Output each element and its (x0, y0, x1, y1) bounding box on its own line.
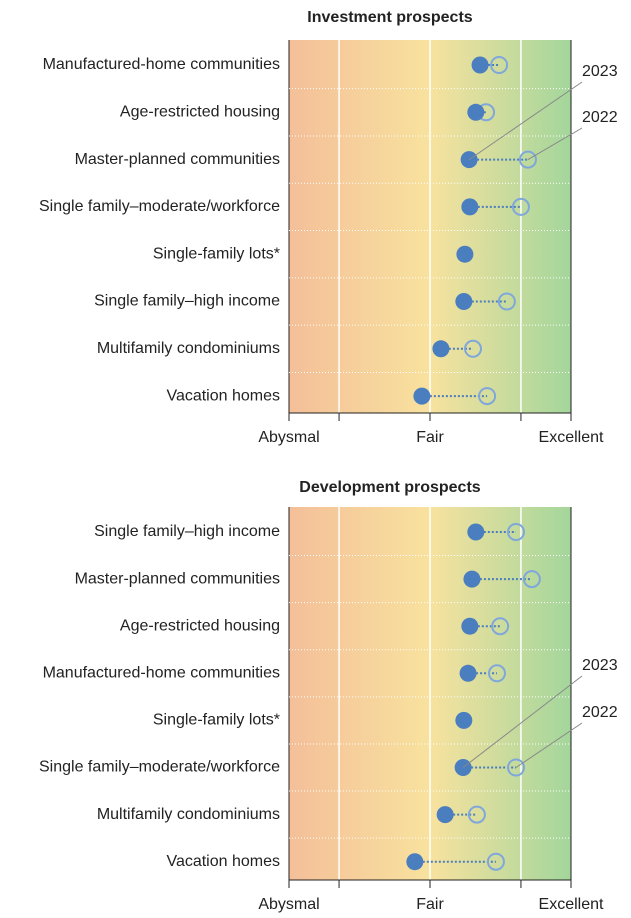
dot-2023 (413, 387, 431, 405)
dot-2022 (464, 339, 483, 358)
dot-2022 (497, 292, 516, 311)
category-label: Single-family lots* (153, 712, 280, 729)
dot-2023 (436, 806, 454, 824)
category-label: Single family–high income (94, 523, 280, 540)
dot-2023 (455, 711, 473, 729)
dot-2022 (507, 758, 526, 777)
category-label: Multifamily condominiums (97, 806, 280, 823)
dot-2022 (518, 150, 537, 169)
dot-2023 (456, 245, 474, 263)
dot-2023 (406, 853, 424, 871)
legend-label: 2023 (582, 63, 618, 80)
category-label: Master-planned communities (75, 151, 280, 168)
dot-2023 (467, 103, 485, 121)
dot-2023 (461, 198, 479, 216)
category-label: Vacation homes (166, 387, 280, 404)
dot-2023 (471, 56, 489, 74)
dot-2022 (522, 570, 541, 589)
category-label: Vacation homes (166, 853, 280, 870)
leader-line (515, 722, 583, 768)
category-label: Master-planned communities (75, 570, 280, 587)
legend-label: 2022 (582, 109, 618, 126)
legend-label: 2023 (582, 657, 618, 674)
category-label: Age-restricted housing (120, 104, 280, 121)
dot-2022 (490, 56, 509, 74)
chart-title: Investment prospects (307, 9, 472, 26)
category-label: Single-family lots* (153, 245, 280, 262)
dot-2022 (507, 523, 526, 541)
x-tick-label: Abysmal (258, 429, 319, 446)
x-tick-label: Fair (416, 896, 444, 913)
x-tick-label: Excellent (539, 896, 604, 913)
dot-2022 (487, 664, 506, 683)
dot-2023 (461, 617, 479, 635)
dot-2022 (511, 197, 530, 216)
chart-title: Development prospects (299, 479, 480, 496)
dot-2022 (486, 852, 505, 871)
legend-label: 2022 (582, 704, 618, 721)
category-label: Single family–moderate/workforce (39, 759, 280, 776)
dot-2023 (463, 570, 481, 588)
x-tick-label: Excellent (539, 429, 604, 446)
category-label: Single family–moderate/workforce (39, 198, 280, 215)
category-label: Manufactured-home communities (43, 56, 280, 73)
category-label: Single family–high income (94, 293, 280, 310)
x-tick-label: Fair (416, 429, 444, 446)
leader-line (468, 81, 583, 161)
leader-line (462, 675, 583, 768)
x-tick-label: Abysmal (258, 896, 319, 913)
dot-2023 (455, 293, 473, 310)
dot-2022 (467, 805, 486, 824)
dot-2022 (478, 387, 497, 406)
leader-line (527, 127, 583, 161)
category-label: Age-restricted housing (120, 617, 280, 634)
category-label: Multifamily condominiums (97, 340, 280, 357)
dot-2023 (432, 340, 450, 358)
category-label: Manufactured-home communities (43, 665, 280, 682)
dot-2022 (491, 617, 510, 636)
dot-2023 (467, 523, 485, 541)
dot-2023 (459, 664, 477, 682)
